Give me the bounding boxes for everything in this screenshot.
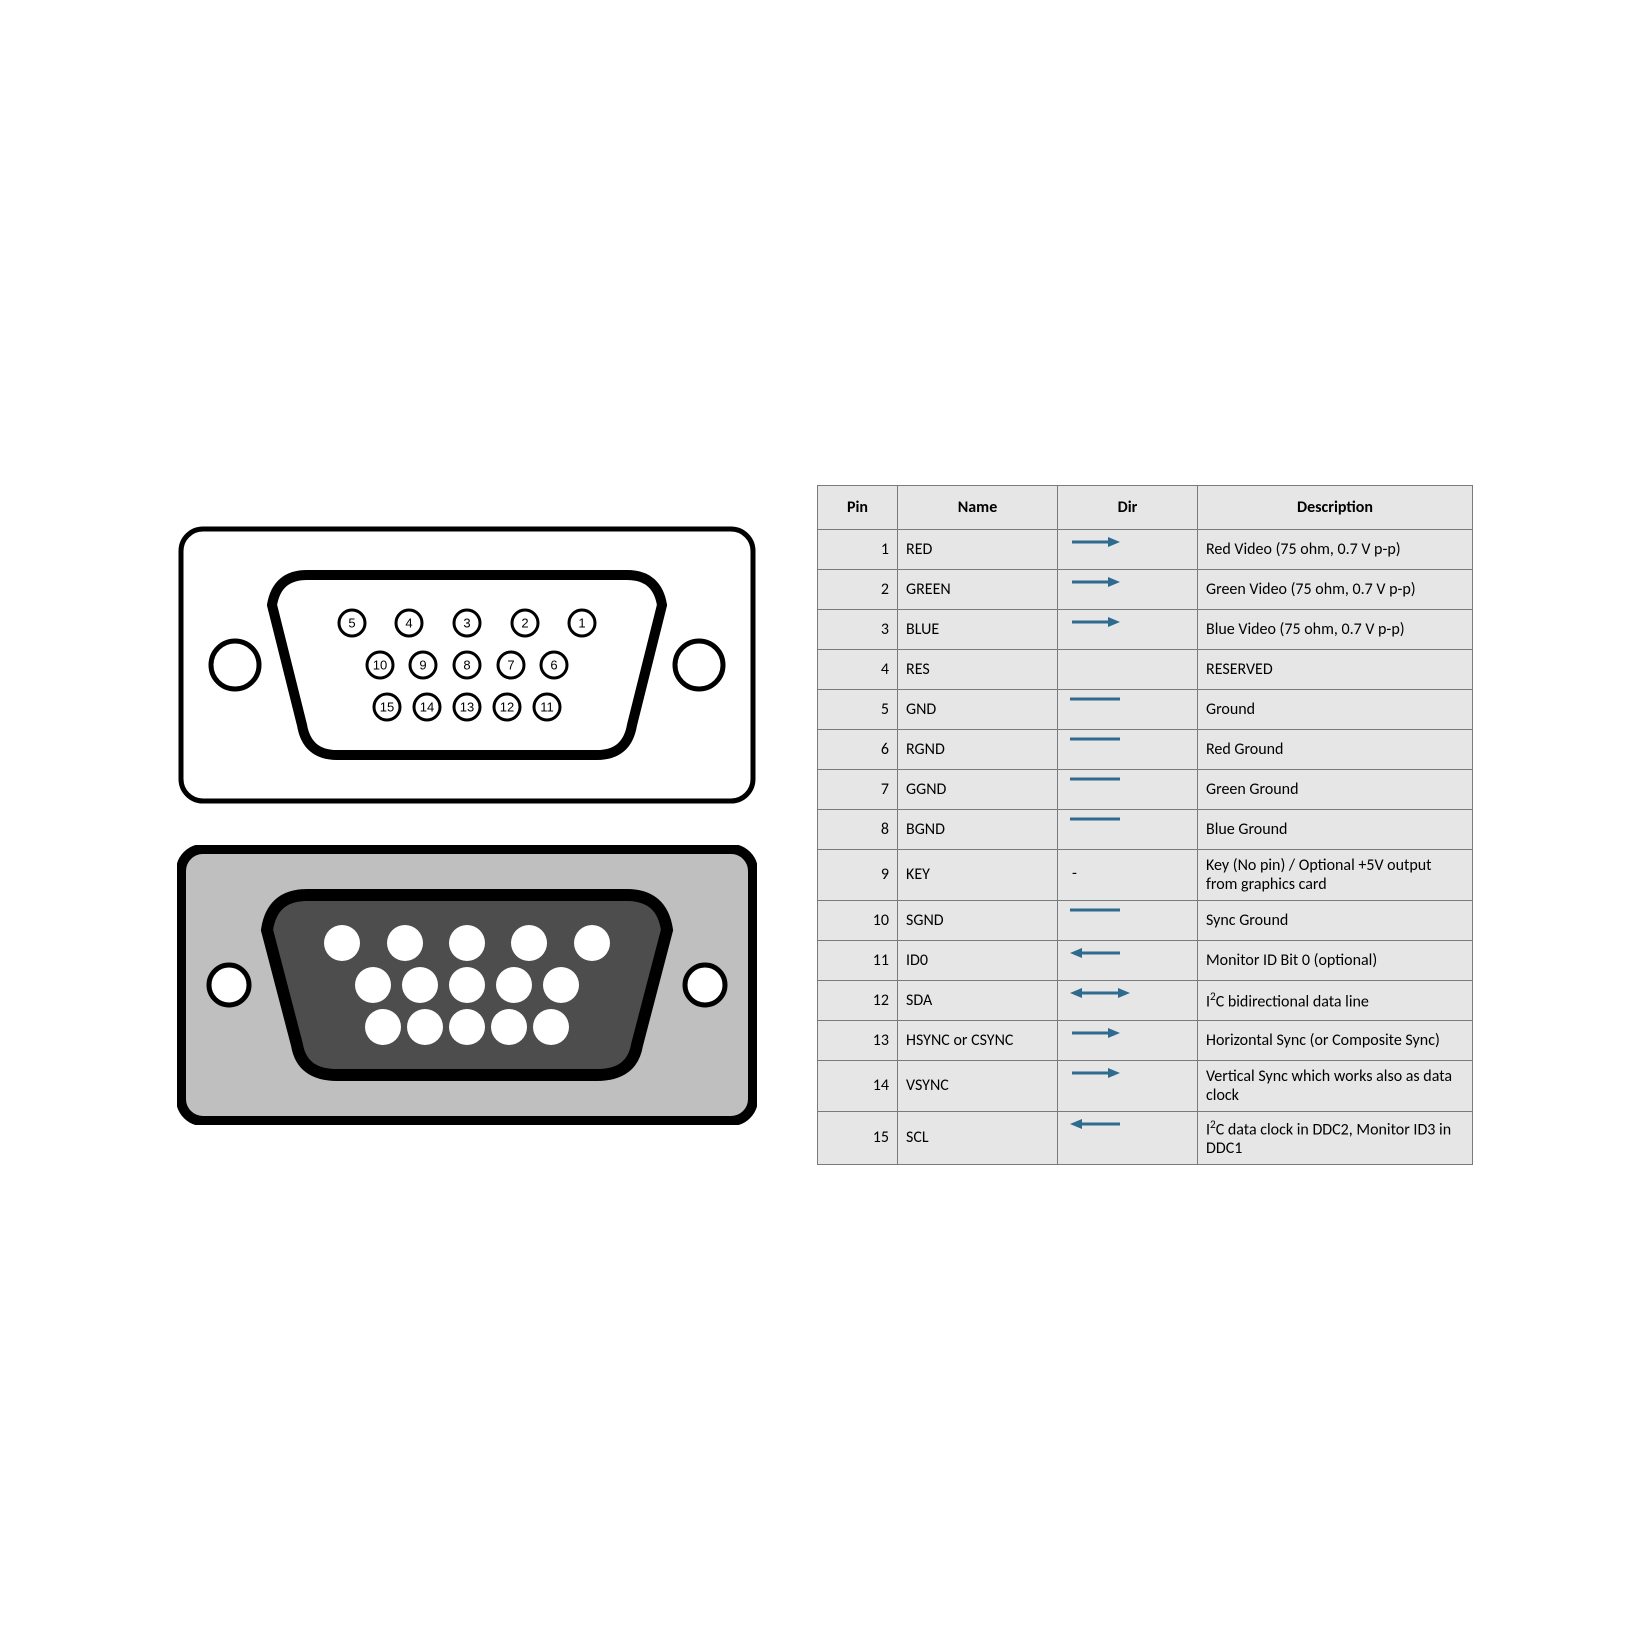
- cell-dir: [1058, 1020, 1198, 1060]
- pinout-table: Pin Name Dir Description 1 RED Red Video…: [817, 485, 1473, 1165]
- cell-desc: Horizontal Sync (or Composite Sync): [1198, 1020, 1473, 1060]
- table-row: 7 GGND Green Ground: [818, 769, 1473, 809]
- cell-desc: Ground: [1198, 689, 1473, 729]
- cell-desc: RESERVED: [1198, 649, 1473, 689]
- cell-name: GGND: [898, 769, 1058, 809]
- svg-text:1: 1: [578, 616, 585, 631]
- table-row: 8 BGND Blue Ground: [818, 809, 1473, 849]
- col-header-name: Name: [898, 485, 1058, 529]
- svg-text:8: 8: [463, 658, 470, 673]
- cell-name: GREEN: [898, 569, 1058, 609]
- svg-text:6: 6: [550, 658, 557, 673]
- cell-name: ID0: [898, 940, 1058, 980]
- cell-dir: [1058, 980, 1198, 1020]
- svg-text:10: 10: [373, 658, 387, 673]
- cell-pin: 8: [818, 809, 898, 849]
- vga-male-diagram: [177, 845, 757, 1125]
- cell-desc: I2C bidirectional data line: [1198, 980, 1473, 1020]
- table-row: 10 SGND Sync Ground: [818, 900, 1473, 940]
- cell-desc: I2C data clock in DDC2, Monitor ID3 in D…: [1198, 1111, 1473, 1164]
- svg-text:13: 13: [460, 700, 474, 715]
- cell-pin: 9: [818, 849, 898, 900]
- cell-desc: Key (No pin) / Optional +5V output from …: [1198, 849, 1473, 900]
- cell-name: GND: [898, 689, 1058, 729]
- table-row: 5 GND Ground: [818, 689, 1473, 729]
- cell-name: SDA: [898, 980, 1058, 1020]
- svg-text:12: 12: [500, 700, 514, 715]
- cell-desc: Blue Ground: [1198, 809, 1473, 849]
- cell-name: BGND: [898, 809, 1058, 849]
- cell-pin: 12: [818, 980, 898, 1020]
- cell-name: HSYNC or CSYNC: [898, 1020, 1058, 1060]
- table-row: 6 RGND Red Ground: [818, 729, 1473, 769]
- cell-desc: Red Video (75 ohm, 0.7 V p-p): [1198, 529, 1473, 569]
- cell-name: BLUE: [898, 609, 1058, 649]
- cell-pin: 6: [818, 729, 898, 769]
- cell-desc: Green Ground: [1198, 769, 1473, 809]
- table-row: 9 KEY - Key (No pin) / Optional +5V outp…: [818, 849, 1473, 900]
- cell-name: RGND: [898, 729, 1058, 769]
- cell-name: SCL: [898, 1111, 1058, 1164]
- table-row: 13 HSYNC or CSYNC Horizontal Sync (or Co…: [818, 1020, 1473, 1060]
- cell-pin: 11: [818, 940, 898, 980]
- cell-desc: Vertical Sync which works also as data c…: [1198, 1060, 1473, 1111]
- cell-name: VSYNC: [898, 1060, 1058, 1111]
- cell-dir: [1058, 1060, 1198, 1111]
- svg-text:15: 15: [380, 700, 394, 715]
- cell-desc: Blue Video (75 ohm, 0.7 V p-p): [1198, 609, 1473, 649]
- cell-dir: [1058, 529, 1198, 569]
- table-row: 11 ID0 Monitor ID Bit 0 (optional): [818, 940, 1473, 980]
- table-row: 3 BLUE Blue Video (75 ohm, 0.7 V p-p): [818, 609, 1473, 649]
- cell-dir: [1058, 769, 1198, 809]
- table-row: 15 SCL I2C data clock in DDC2, Monitor I…: [818, 1111, 1473, 1164]
- cell-dir: [1058, 729, 1198, 769]
- cell-dir: [1058, 569, 1198, 609]
- svg-text:7: 7: [507, 658, 514, 673]
- svg-text:3: 3: [463, 616, 470, 631]
- table-row: 14 VSYNC Vertical Sync which works also …: [818, 1060, 1473, 1111]
- col-header-pin: Pin: [818, 485, 898, 529]
- table-row: 4 RES RESERVED: [818, 649, 1473, 689]
- cell-dir: [1058, 1111, 1198, 1164]
- col-header-dir: Dir: [1058, 485, 1198, 529]
- svg-text:11: 11: [540, 700, 554, 715]
- cell-name: RED: [898, 529, 1058, 569]
- cell-dir: [1058, 649, 1198, 689]
- cell-pin: 10: [818, 900, 898, 940]
- cell-dir: [1058, 609, 1198, 649]
- cell-pin: 4: [818, 649, 898, 689]
- svg-text:9: 9: [419, 658, 426, 673]
- cell-desc: Sync Ground: [1198, 900, 1473, 940]
- cell-desc: Monitor ID Bit 0 (optional): [1198, 940, 1473, 980]
- cell-name: SGND: [898, 900, 1058, 940]
- cell-pin: 15: [818, 1111, 898, 1164]
- cell-name: KEY: [898, 849, 1058, 900]
- cell-pin: 7: [818, 769, 898, 809]
- cell-dir: [1058, 809, 1198, 849]
- table-row: 12 SDA I2C bidirectional data line: [818, 980, 1473, 1020]
- svg-text:4: 4: [405, 616, 412, 631]
- cell-dir: [1058, 940, 1198, 980]
- cell-pin: 1: [818, 529, 898, 569]
- table-row: 1 RED Red Video (75 ohm, 0.7 V p-p): [818, 529, 1473, 569]
- cell-dir: [1058, 689, 1198, 729]
- cell-pin: 13: [818, 1020, 898, 1060]
- cell-pin: 14: [818, 1060, 898, 1111]
- cell-name: RES: [898, 649, 1058, 689]
- cell-desc: Green Video (75 ohm, 0.7 V p-p): [1198, 569, 1473, 609]
- svg-text:2: 2: [521, 616, 528, 631]
- cell-desc: Red Ground: [1198, 729, 1473, 769]
- table-row: 2 GREEN Green Video (75 ohm, 0.7 V p-p): [818, 569, 1473, 609]
- cell-pin: 2: [818, 569, 898, 609]
- svg-text:14: 14: [420, 700, 434, 715]
- cell-pin: 3: [818, 609, 898, 649]
- vga-female-diagram: 5 4 3 2 1 10 9 8 7 6 15 14 13 12 11: [177, 525, 757, 805]
- svg-text:5: 5: [348, 616, 355, 631]
- cell-dir: [1058, 900, 1198, 940]
- cell-pin: 5: [818, 689, 898, 729]
- col-header-desc: Description: [1198, 485, 1473, 529]
- cell-dir: -: [1058, 849, 1198, 900]
